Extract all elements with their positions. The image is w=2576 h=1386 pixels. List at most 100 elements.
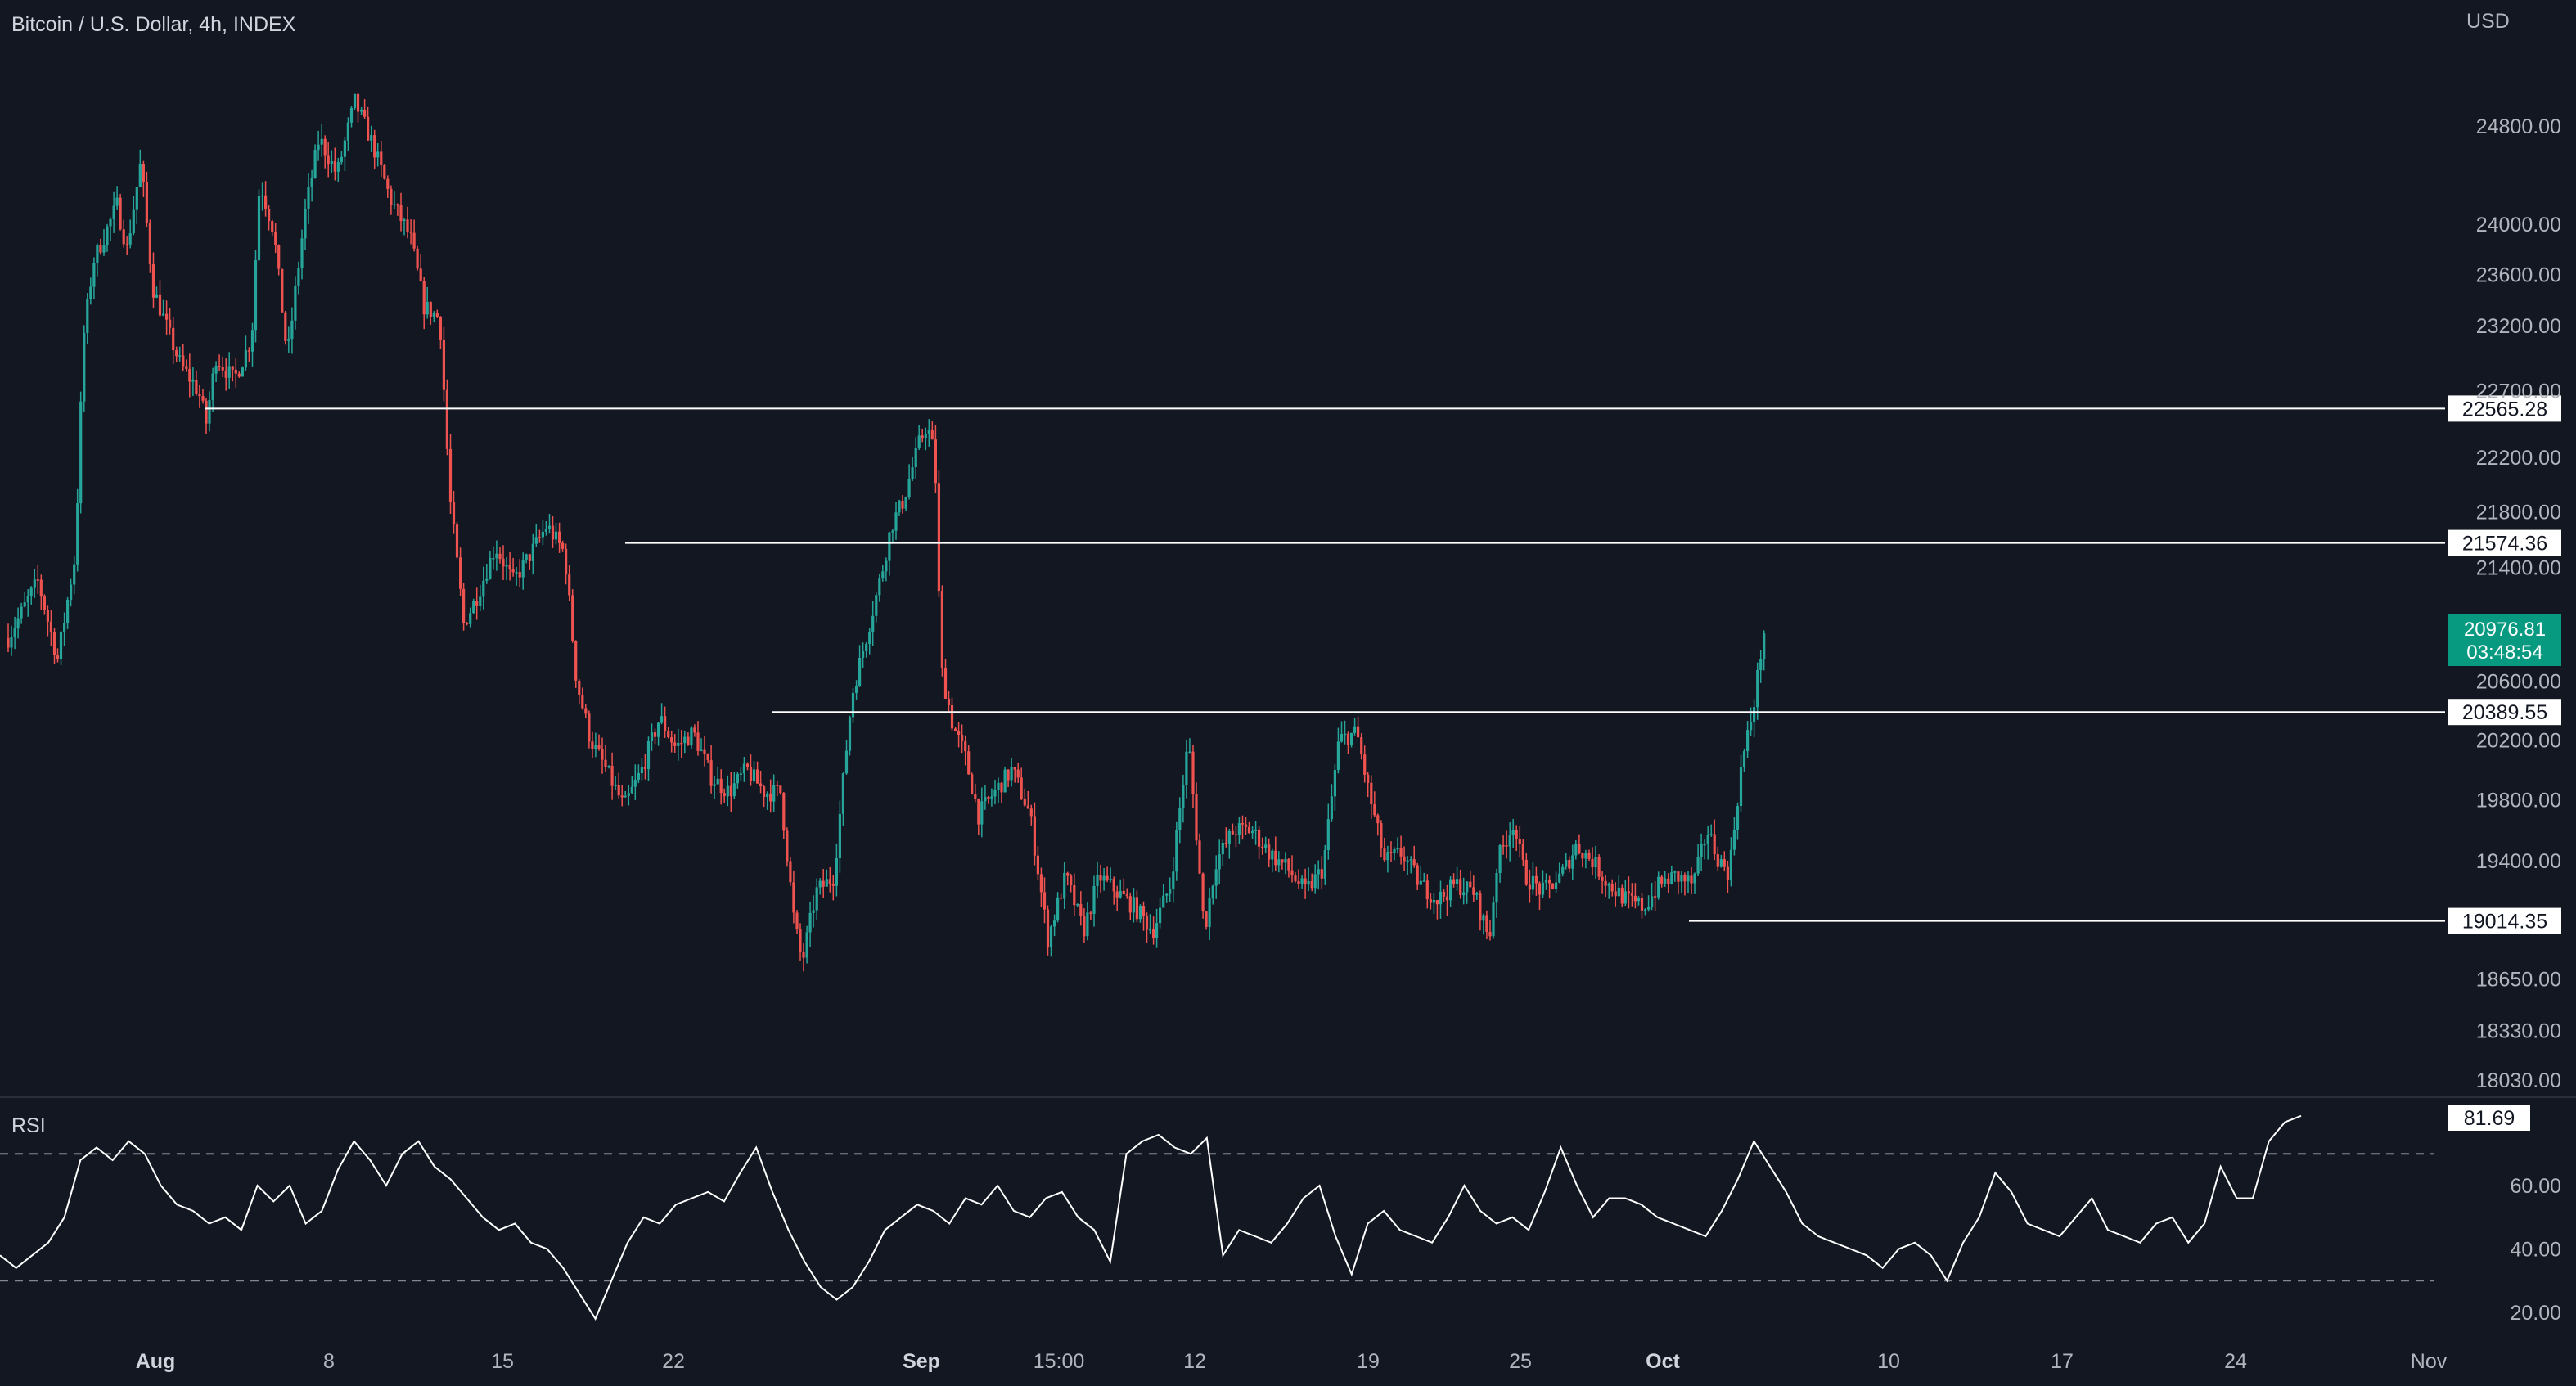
candle xyxy=(178,346,182,362)
candle xyxy=(921,428,924,443)
candle xyxy=(670,730,673,753)
candle xyxy=(1287,858,1290,878)
candle xyxy=(1198,833,1201,875)
candle xyxy=(327,142,330,178)
candle xyxy=(1439,880,1443,919)
candle xyxy=(277,244,281,276)
candle xyxy=(1601,871,1604,894)
candle xyxy=(521,552,525,590)
candle xyxy=(221,356,224,377)
candle xyxy=(752,761,756,783)
rsi-tick-0: 60.00 xyxy=(2510,1175,2561,1198)
candle xyxy=(901,495,904,514)
candle xyxy=(1475,891,1479,900)
candle xyxy=(943,659,948,699)
candle xyxy=(584,704,588,719)
candle xyxy=(1367,772,1370,798)
candle xyxy=(858,645,862,687)
candle xyxy=(934,425,937,493)
time-tick-4: Sep xyxy=(903,1350,940,1373)
candle xyxy=(367,106,370,141)
candle xyxy=(39,574,43,610)
candle xyxy=(703,736,706,767)
candle xyxy=(307,173,310,224)
candle xyxy=(1680,871,1683,893)
candle xyxy=(281,268,284,313)
candle xyxy=(841,772,844,826)
candle xyxy=(571,589,574,643)
price-axis[interactable]: 24800.00 24000.00 23600.00 23200.00 22700.00… xyxy=(2476,115,2561,1092)
candle xyxy=(1597,854,1601,880)
candle xyxy=(1389,841,1393,862)
time-tick-9: Oct xyxy=(1646,1350,1680,1373)
candle xyxy=(1096,862,1099,898)
rsi-axis[interactable]: 60.00 40.00 20.00 xyxy=(2510,1175,2561,1325)
candle xyxy=(898,499,901,516)
candle xyxy=(1313,864,1317,894)
candle xyxy=(1578,834,1581,855)
candle xyxy=(1571,844,1574,880)
candle xyxy=(373,129,376,169)
candle xyxy=(1020,767,1023,800)
candle xyxy=(894,502,898,540)
candle xyxy=(1046,905,1050,956)
candle xyxy=(1739,754,1743,812)
candle xyxy=(1320,856,1323,889)
candle xyxy=(1521,839,1524,866)
time-axis[interactable]: Aug 8 15 22 Sep 15:00 12 19 25 Oct 10 17 24 Nov xyxy=(136,1350,2448,1373)
candle xyxy=(125,236,128,255)
candle xyxy=(1083,908,1086,943)
candle xyxy=(49,610,52,646)
candle xyxy=(1591,847,1594,876)
candle xyxy=(435,309,439,318)
candle xyxy=(1115,885,1119,911)
candle xyxy=(904,496,907,511)
candle xyxy=(1495,868,1498,918)
candle xyxy=(789,857,792,886)
candle xyxy=(914,437,917,479)
candle xyxy=(1247,821,1251,834)
candle xyxy=(1053,914,1056,937)
candle xyxy=(432,311,435,323)
candle xyxy=(119,193,122,231)
candle xyxy=(128,219,132,249)
candle xyxy=(29,586,33,605)
candle xyxy=(1729,837,1732,887)
candle xyxy=(422,277,426,330)
candle xyxy=(687,732,690,746)
candle xyxy=(96,243,99,277)
price-tick-14: 18030.00 xyxy=(2476,1069,2561,1092)
candle xyxy=(416,245,419,271)
candle xyxy=(795,910,799,934)
candle xyxy=(1753,699,1756,738)
candle xyxy=(1700,833,1703,871)
price-tick-5: 22200.00 xyxy=(2476,447,2561,470)
candle xyxy=(1531,862,1534,895)
candle xyxy=(1145,912,1149,943)
candle xyxy=(234,358,237,388)
candle xyxy=(984,785,987,810)
candle xyxy=(505,556,508,580)
candle xyxy=(881,565,885,582)
candle xyxy=(1148,914,1152,934)
candle xyxy=(406,206,409,239)
candle xyxy=(759,771,763,794)
candle xyxy=(1742,748,1746,772)
candle xyxy=(1670,865,1673,885)
candle xyxy=(419,254,422,282)
candle xyxy=(693,724,696,737)
candle xyxy=(1264,836,1268,853)
candle xyxy=(445,379,448,456)
candle xyxy=(145,171,148,227)
candle xyxy=(1498,844,1502,883)
candle xyxy=(971,772,974,795)
time-tick-6: 12 xyxy=(1183,1350,1206,1373)
candle xyxy=(1244,817,1248,835)
candle xyxy=(732,772,736,799)
candle xyxy=(1610,879,1614,897)
candle xyxy=(1511,818,1515,848)
candle xyxy=(1221,839,1224,866)
candle xyxy=(1076,903,1079,907)
